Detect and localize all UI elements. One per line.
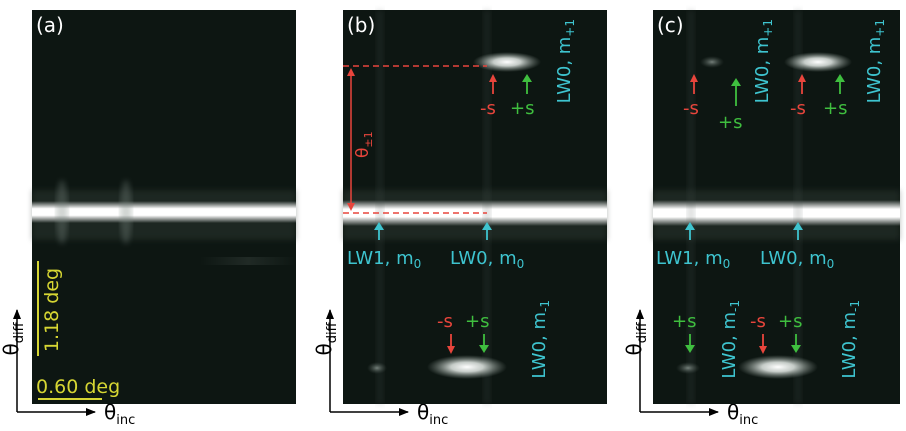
panel-b-label-minus-s-low: -s xyxy=(437,311,453,332)
y-axis-label-c: θdiff xyxy=(622,321,650,355)
panel-b-label-minus-s-up: -s xyxy=(480,98,496,119)
scale-bar-vertical-label: 1.18 deg xyxy=(41,268,63,352)
panel-a-feature-left xyxy=(56,180,68,244)
panel-a-streak xyxy=(200,257,296,265)
panel-a-feature-right xyxy=(120,180,132,244)
panel-c-label: (c) xyxy=(657,13,684,37)
panel-c-spot-upper-left xyxy=(700,56,724,68)
panel-b-label-lw1: LW1, m0 xyxy=(347,248,421,271)
scale-bar-horizontal-label: 0.60 deg xyxy=(36,376,120,398)
panel-c-label-lw1: LW1, m0 xyxy=(656,248,730,271)
panel-c-vertical-streak-lw1 xyxy=(687,10,695,404)
panel-b-spot-upper xyxy=(473,52,541,72)
panel-b: (b) θ±1 -s +s LW0, m+1 LW1, m0 LW0, m0 -… xyxy=(343,10,607,404)
y-axis-label-b: θdiff xyxy=(312,321,340,355)
panel-a-label: (a) xyxy=(36,13,64,37)
x-axis-label-c: θinc xyxy=(727,400,758,427)
panel-c-label-minus-s-low: -s xyxy=(750,311,766,332)
y-axis-label: θdiff xyxy=(0,321,27,355)
panel-c-label-plus-s-up-right: +s xyxy=(823,98,847,119)
x-axis-label: θinc xyxy=(104,400,135,427)
panel-c-label-plus-s-low: +s xyxy=(778,311,802,332)
panel-c-spot-lower-right xyxy=(738,355,818,379)
panel-c: (c) -s +s LW0, m+1 -s +s LW0, m+1 LW1, m… xyxy=(653,10,900,404)
panel-b-vertical-streak-lw1 xyxy=(376,10,384,404)
panel-b-label-plus-s-up: +s xyxy=(510,98,534,119)
panel-c-label-minus-s-up-right: -s xyxy=(790,98,806,119)
panel-b-spot-lower-dim xyxy=(367,362,387,374)
panel-b-label-lw0: LW0, m0 xyxy=(450,248,524,271)
panel-b-label: (b) xyxy=(347,13,375,37)
panel-c-label-lw0: LW0, m0 xyxy=(760,248,834,271)
panel-b-label-plus-s-low: +s xyxy=(465,311,489,332)
panel-c-spot-upper-right xyxy=(784,52,852,72)
panel-c-spot-lower-left xyxy=(676,362,700,374)
panel-c-label-plus-s-low-left: +s xyxy=(672,311,696,332)
panel-a-beam xyxy=(32,201,296,223)
panel-a: (a) 1.18 deg 0.60 deg xyxy=(32,10,296,404)
panel-b-spot-lower xyxy=(427,355,507,379)
panel-c-label-plus-s-up-left: +s xyxy=(718,112,742,133)
panel-c-label-minus-s-up-left: -s xyxy=(683,98,699,119)
x-axis-label-b: θinc xyxy=(417,400,448,427)
